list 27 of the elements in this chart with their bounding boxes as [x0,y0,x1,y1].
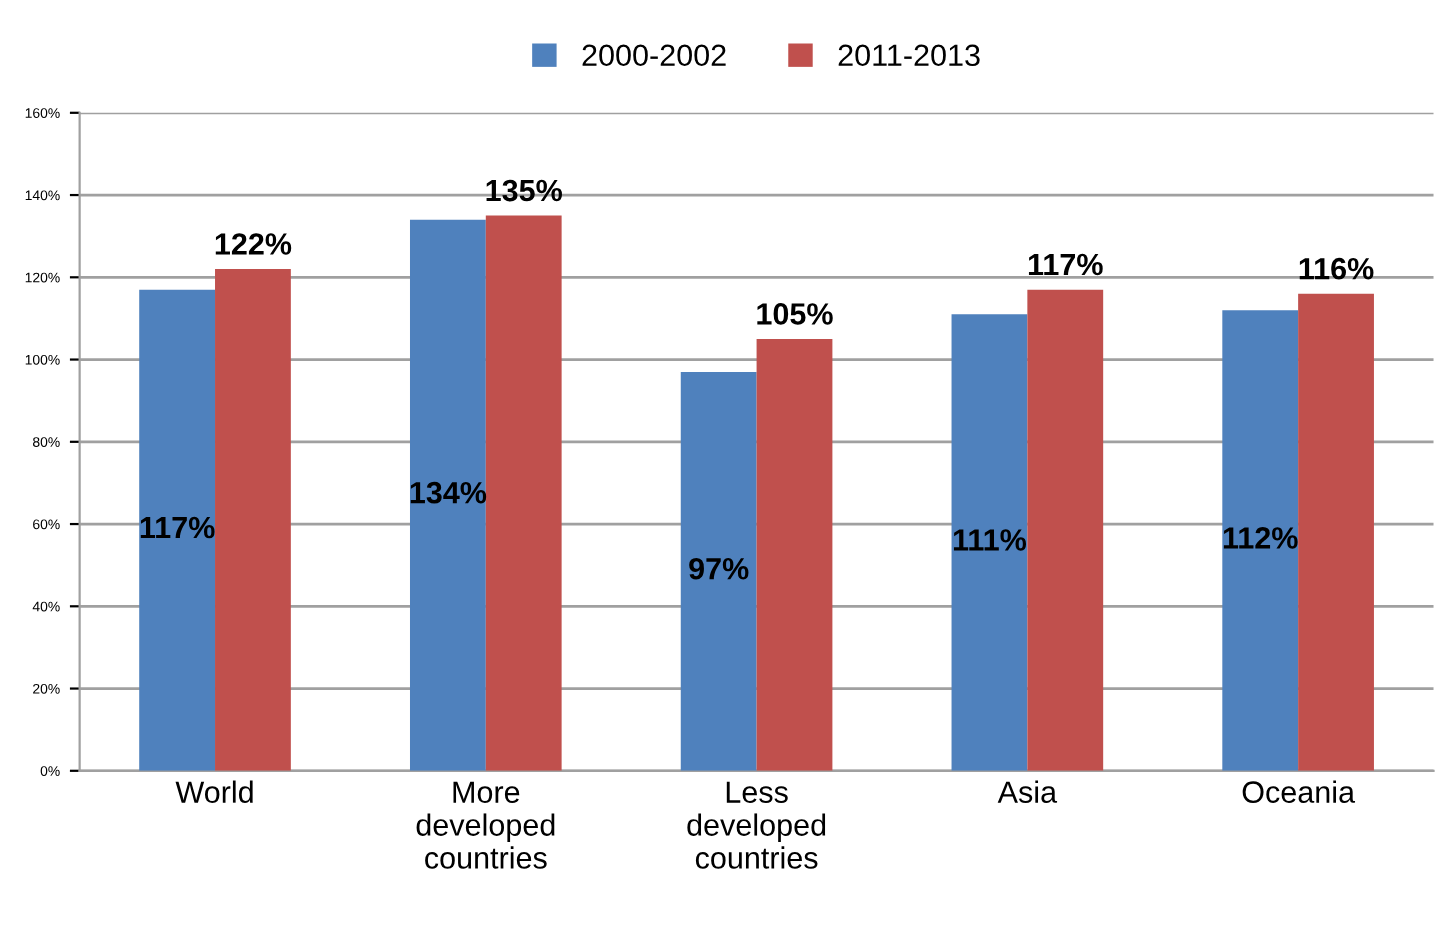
data-label: 105% [757,303,833,325]
bar [680,371,757,771]
data-label: 97% [689,557,749,580]
bar [756,338,833,771]
data-label: 135% [486,179,562,202]
x-tick-label: Less developed countries [687,781,826,869]
bar [409,219,486,771]
data-label: 111% [953,529,1027,551]
x-tick-label: Oceania [1242,780,1356,803]
data-label: 112% [1223,527,1298,549]
bar [485,215,562,771]
data-label: 116% [1299,257,1374,280]
legend-label: 2000-2002 [582,44,726,67]
x-tick-label: World [175,780,253,803]
data-label: 117% [1028,253,1103,276]
bar [1298,293,1374,771]
bar [215,269,291,771]
data-label: 134% [410,481,487,504]
bar [139,289,216,771]
bar [1027,289,1104,771]
data-label: 117% [140,516,215,539]
bar [1222,310,1299,771]
x-tick-label: More developed countries [416,781,555,869]
legend-label: 2011-2013 [838,44,980,67]
x-tick-label: Asia [997,780,1058,803]
data-label: 122% [215,233,292,255]
bar [951,314,1028,771]
